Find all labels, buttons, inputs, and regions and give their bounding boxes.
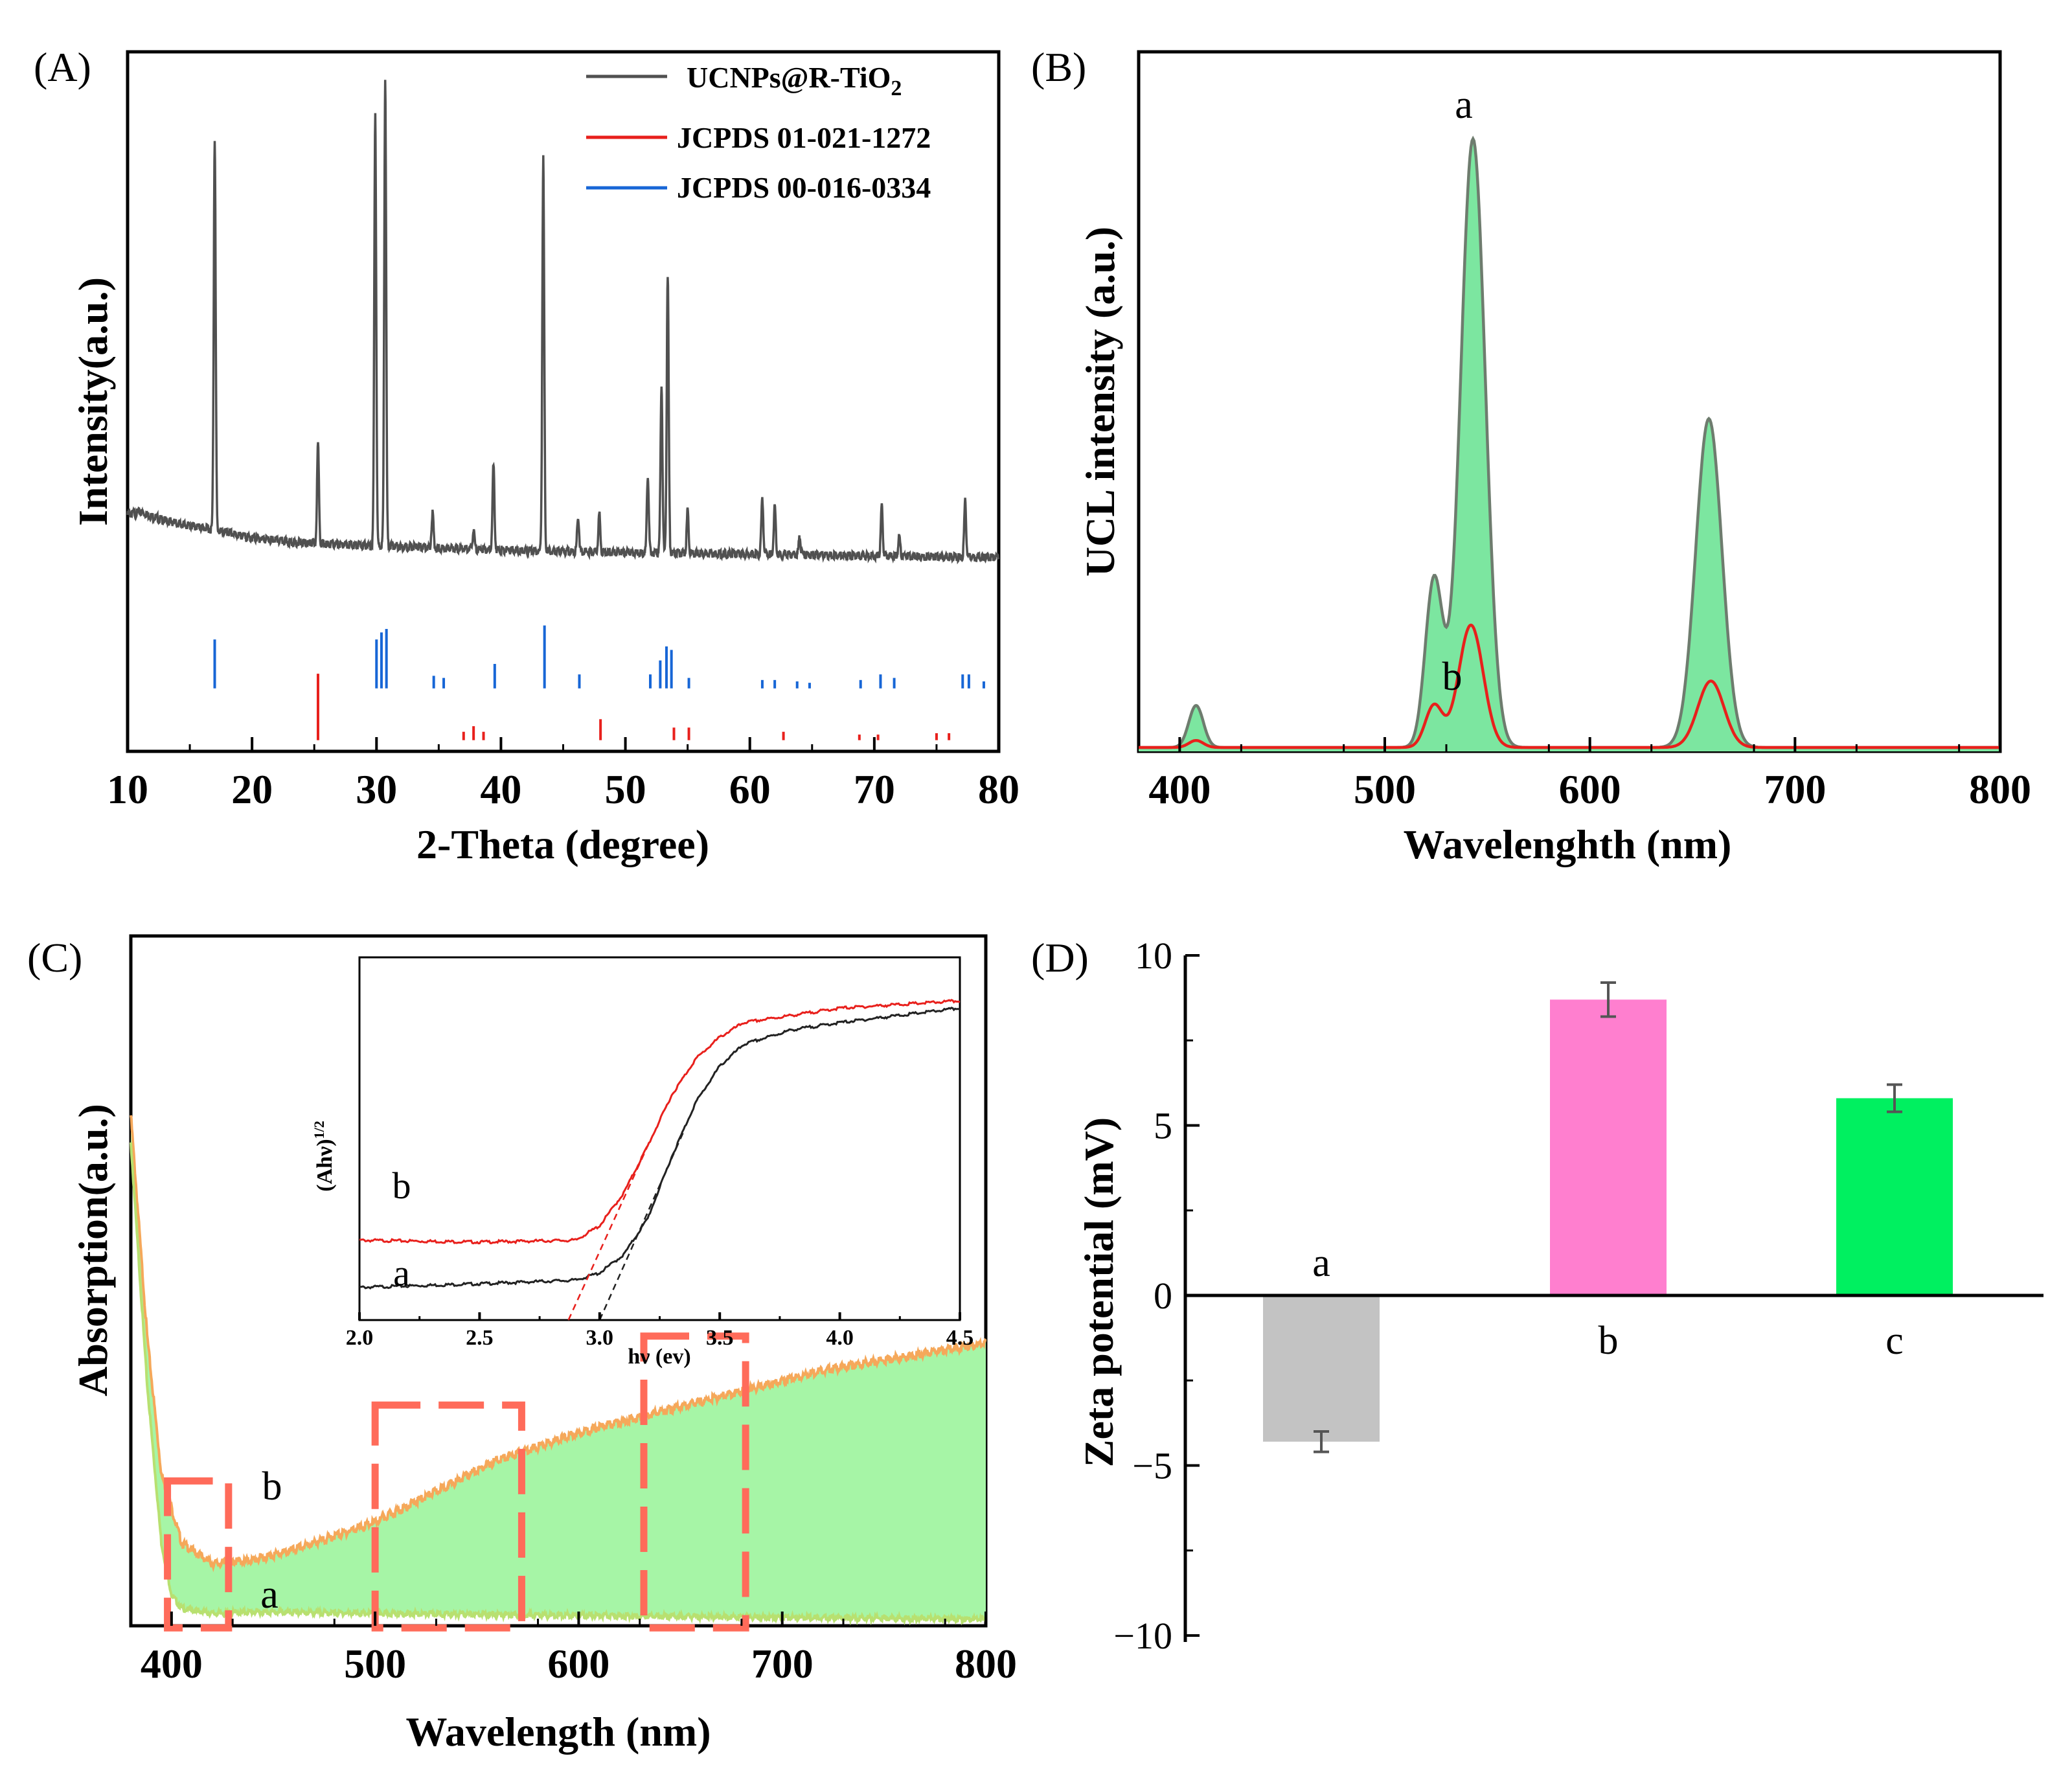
highlight-box bbox=[640, 1332, 749, 1632]
legend-label-ucnps: UCNPs@R-TiO2 bbox=[687, 61, 902, 100]
panel-b-ucl: (B) 400 500 600 700 800 a b Wavelenghth (nm)… bbox=[1031, 44, 2031, 867]
category-label: c bbox=[1885, 1319, 1904, 1363]
inset-xlabel: hν (ev) bbox=[628, 1345, 690, 1369]
inset-x-tick-label: 2.0 bbox=[346, 1326, 374, 1350]
legend-label-jcpds-0334: JCPDS 00-016-0334 bbox=[677, 171, 931, 204]
panel-c-x-tick-label: 600 bbox=[547, 1641, 609, 1687]
y-tick-label: 10 bbox=[1135, 935, 1172, 977]
panel-a-xrd: (A) 10 20 30 40 50 60 70 80 2-Theta (degree) In… bbox=[34, 44, 1019, 867]
panel-a-x-tick-label: 30 bbox=[356, 766, 397, 812]
bar-c bbox=[1836, 1098, 1953, 1295]
panel-b-x-tick-label: 500 bbox=[1354, 766, 1416, 812]
panel-a-x-tick-label: 50 bbox=[605, 766, 646, 812]
inset-ylabel: (Ahν)1/2 bbox=[311, 1121, 337, 1191]
panel-b-x-tick-label: 400 bbox=[1148, 766, 1211, 812]
highlight-box bbox=[164, 1477, 233, 1632]
panel-a-x-ticks: 10 20 30 40 50 60 70 80 bbox=[107, 737, 1019, 812]
panel-c-x-ticks: 400 500 600 700 800 bbox=[141, 1612, 1017, 1687]
panel-c-annotation-b: b bbox=[262, 1465, 282, 1509]
panel-c-ylabel: Absorption(a.u.) bbox=[70, 1104, 116, 1396]
inset-x-ticks: 2.0 2.5 3.0 3.5 4.0 4.5 bbox=[346, 1312, 974, 1350]
panel-a-pattern-group bbox=[126, 80, 1000, 565]
bar-b bbox=[1550, 999, 1667, 1295]
series-b-line bbox=[130, 1115, 987, 1573]
inset-x-tick-label: 3.5 bbox=[706, 1326, 734, 1350]
inset-series-b-line bbox=[359, 999, 961, 1245]
panel-b-x-tick-label: 600 bbox=[1559, 766, 1621, 812]
panel-a-x-tick-label: 40 bbox=[480, 766, 521, 812]
inset-series-group bbox=[359, 999, 961, 1321]
panel-b-ylabel: UCL intensity (a.u.) bbox=[1077, 227, 1123, 577]
panel-c-annotation-a: a bbox=[260, 1573, 279, 1617]
panel-b-annotation-b: b bbox=[1442, 655, 1463, 699]
panel-c-x-tick-label: 700 bbox=[751, 1641, 814, 1687]
panel-b-frame bbox=[1137, 50, 2002, 753]
panel-b-label: (B) bbox=[1031, 44, 1086, 90]
panel-a-xlabel: 2-Theta (degree) bbox=[416, 821, 709, 867]
panel-b-annotation-a: a bbox=[1455, 83, 1473, 127]
panel-b-x-tick-label: 800 bbox=[1969, 766, 2031, 812]
inset-tangent-a bbox=[598, 1131, 685, 1321]
category-label: b bbox=[1599, 1319, 1619, 1363]
legend-label-jcpds-1272: JCPDS 01-021-1272 bbox=[677, 121, 931, 154]
panel-a-ylabel: Intensity(a.u.) bbox=[70, 277, 116, 526]
inset-annotation-a: a bbox=[393, 1252, 410, 1294]
panel-a-label: (A) bbox=[34, 44, 91, 90]
panel-d-bars-group: a b c bbox=[1263, 981, 1953, 1453]
category-label: a bbox=[1312, 1241, 1330, 1285]
panel-c-frame bbox=[129, 934, 988, 1628]
panel-c-label: (C) bbox=[27, 935, 82, 981]
panel-a-legend: UCNPs@R-TiO2 JCPDS 01-021-1272 JCPDS 00-… bbox=[586, 61, 931, 204]
panel-c-xlabel: Wavelength (nm) bbox=[405, 1709, 711, 1755]
xrd-pattern-line bbox=[126, 80, 1000, 565]
series-a-line bbox=[1139, 135, 2000, 749]
y-tick-label: −5 bbox=[1132, 1445, 1172, 1487]
inset-series-a-line bbox=[359, 1007, 961, 1290]
panel-a-ref-blue-group bbox=[213, 625, 985, 689]
panel-a-x-tick-label: 70 bbox=[854, 766, 895, 812]
panel-b-xlabel: Wavelenghth (nm) bbox=[1404, 821, 1732, 867]
y-tick-label: 0 bbox=[1154, 1275, 1172, 1317]
highlight-box bbox=[371, 1401, 525, 1632]
panel-b-series-group bbox=[1139, 135, 2000, 751]
series-b-line bbox=[1139, 623, 2000, 749]
panel-a-x-tick-label: 20 bbox=[231, 766, 273, 812]
panel-a-ref-red-group bbox=[316, 674, 951, 740]
y-tick-label: −10 bbox=[1113, 1615, 1172, 1657]
panel-a-x-tick-label: 60 bbox=[729, 766, 771, 812]
panel-a-x-tick-label: 80 bbox=[978, 766, 1019, 812]
panel-d-zeta: (D) a b c 10 5 0 −5 −10 Zeta potential (mV) bbox=[1031, 935, 2044, 1657]
panel-c-highlight-boxes bbox=[164, 1332, 749, 1632]
panel-c-x-tick-label: 500 bbox=[344, 1641, 406, 1687]
absorption-fill bbox=[131, 1115, 986, 1622]
panel-d-ylabel: Zeta potential (mV) bbox=[1076, 1117, 1122, 1467]
y-tick-label: 5 bbox=[1154, 1105, 1172, 1147]
panel-c-x-tick-label: 400 bbox=[141, 1641, 203, 1687]
panel-a-frame bbox=[126, 50, 1001, 753]
inset-x-tick-label: 4.5 bbox=[946, 1326, 974, 1350]
legend-subscript: 2 bbox=[891, 76, 902, 100]
panel-c-x-tick-label: 800 bbox=[955, 1641, 1017, 1687]
series-a-fill bbox=[1139, 139, 2000, 751]
panel-c-absorption: (C) 400 500 600 700 800 b a Wavelength (nm) … bbox=[27, 934, 1017, 1755]
panel-d-label: (D) bbox=[1031, 935, 1089, 981]
panel-d-axis: 10 5 0 −5 −10 bbox=[1113, 935, 2044, 1657]
inset-x-tick-label: 4.0 bbox=[826, 1326, 854, 1350]
panel-b-x-tick-label: 700 bbox=[1764, 766, 1826, 812]
inset-x-tick-label: 3.0 bbox=[586, 1326, 614, 1350]
panel-c-inset: 2.0 2.5 3.0 3.5 4.0 4.5 b a hν (ev) (Ahν)1/2 bbox=[311, 956, 974, 1369]
inset-tangent-b bbox=[567, 1145, 649, 1321]
inset-annotation-b: b bbox=[393, 1165, 411, 1207]
panel-b-x-ticks: 400 500 600 700 800 bbox=[1148, 737, 2031, 812]
panel-a-x-tick-label: 10 bbox=[107, 766, 148, 812]
inset-x-tick-label: 2.5 bbox=[466, 1326, 494, 1350]
bar-a bbox=[1263, 1295, 1380, 1442]
inset-frame bbox=[358, 956, 961, 1321]
